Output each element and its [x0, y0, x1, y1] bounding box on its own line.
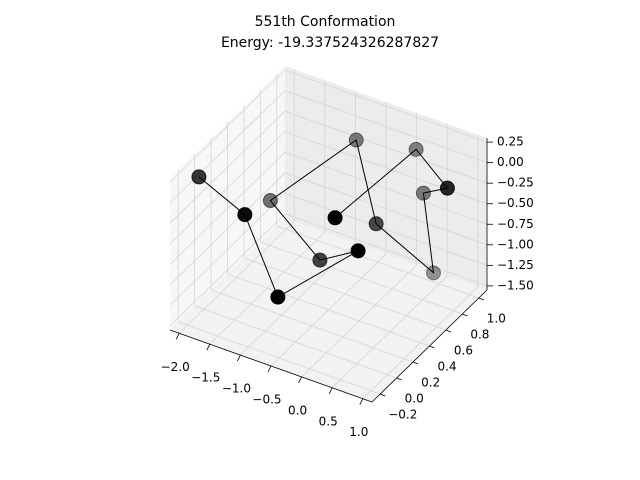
grid-line [169, 110, 286, 224]
grid-line [210, 289, 414, 363]
point [368, 216, 384, 232]
grid-line [284, 90, 488, 164]
z-tick-label: 0.25 [497, 135, 524, 149]
grid-line [243, 257, 447, 331]
point [262, 193, 278, 209]
grid-line [284, 172, 488, 246]
point [439, 180, 455, 196]
x-tick-label: 1.0 [349, 425, 368, 439]
y-tick-label: −0.2 [388, 408, 417, 422]
grid-line [169, 193, 286, 306]
point [312, 252, 328, 268]
y-axis-line [371, 289, 488, 403]
y-tick-label: 0.4 [438, 360, 457, 374]
grid-line [284, 151, 488, 225]
chart-title: 551th Conformation [255, 14, 396, 30]
z-tick-label: −1.50 [497, 278, 534, 292]
grid-line [227, 273, 430, 347]
tick-mark [478, 297, 484, 301]
z-tick-label: 0.00 [497, 155, 524, 169]
tick-mark [267, 365, 272, 373]
grid-line [260, 241, 463, 315]
y-tick-label: 1.0 [487, 312, 506, 326]
chart-subtitle: Energy: -19.337524326287827 [221, 35, 439, 51]
z-tick-label: −0.50 [497, 196, 534, 210]
y-tick-label: 0.2 [421, 376, 440, 390]
grid-line [169, 131, 286, 245]
tick-mark [445, 329, 452, 333]
x-tick-label: −2.0 [161, 360, 190, 374]
grid-line [169, 172, 286, 286]
tick-mark [359, 398, 364, 405]
tick-mark [429, 345, 435, 349]
point [415, 185, 431, 201]
z-tick-label: −0.75 [497, 217, 534, 231]
grid-line [284, 110, 488, 184]
z-tick-label: −1.00 [497, 237, 534, 251]
grid-line [169, 90, 286, 203]
z-tick-label: −0.25 [497, 176, 534, 190]
grid-line [276, 225, 479, 299]
grid-line [178, 321, 381, 395]
x-tick-label: 0.0 [288, 403, 307, 417]
tick-mark [328, 387, 333, 394]
point [270, 289, 286, 305]
grid-line [169, 213, 286, 327]
z-tick-label: −1.25 [497, 258, 534, 272]
point [348, 132, 364, 148]
y-tick-label: 0.6 [454, 344, 473, 358]
point [350, 243, 366, 259]
y-tick-label: 0.8 [470, 328, 489, 342]
point [327, 210, 343, 226]
tick-mark [396, 377, 402, 381]
grid-line [284, 192, 488, 266]
grid-line [284, 213, 488, 287]
tick-mark [175, 333, 180, 340]
tick-mark [462, 313, 468, 317]
tick-mark [298, 376, 302, 384]
grid-line [169, 69, 286, 183]
tick-mark [412, 361, 419, 365]
tick-mark [237, 354, 241, 362]
point [425, 265, 441, 281]
y-tick-label: 0.0 [405, 392, 424, 406]
tick-mark [380, 393, 386, 397]
tick-mark [206, 344, 211, 351]
grid-line [284, 69, 488, 143]
point [408, 141, 424, 157]
x-tick-label: −0.5 [252, 393, 281, 407]
x-tick-label: 0.5 [319, 414, 338, 428]
x-tick-label: −1.5 [191, 371, 220, 385]
point [237, 207, 253, 223]
grid-line [169, 151, 286, 265]
point [191, 169, 207, 185]
x-tick-label: −1.0 [222, 382, 251, 396]
grid-line [194, 305, 397, 379]
x-axis-line [169, 329, 373, 403]
